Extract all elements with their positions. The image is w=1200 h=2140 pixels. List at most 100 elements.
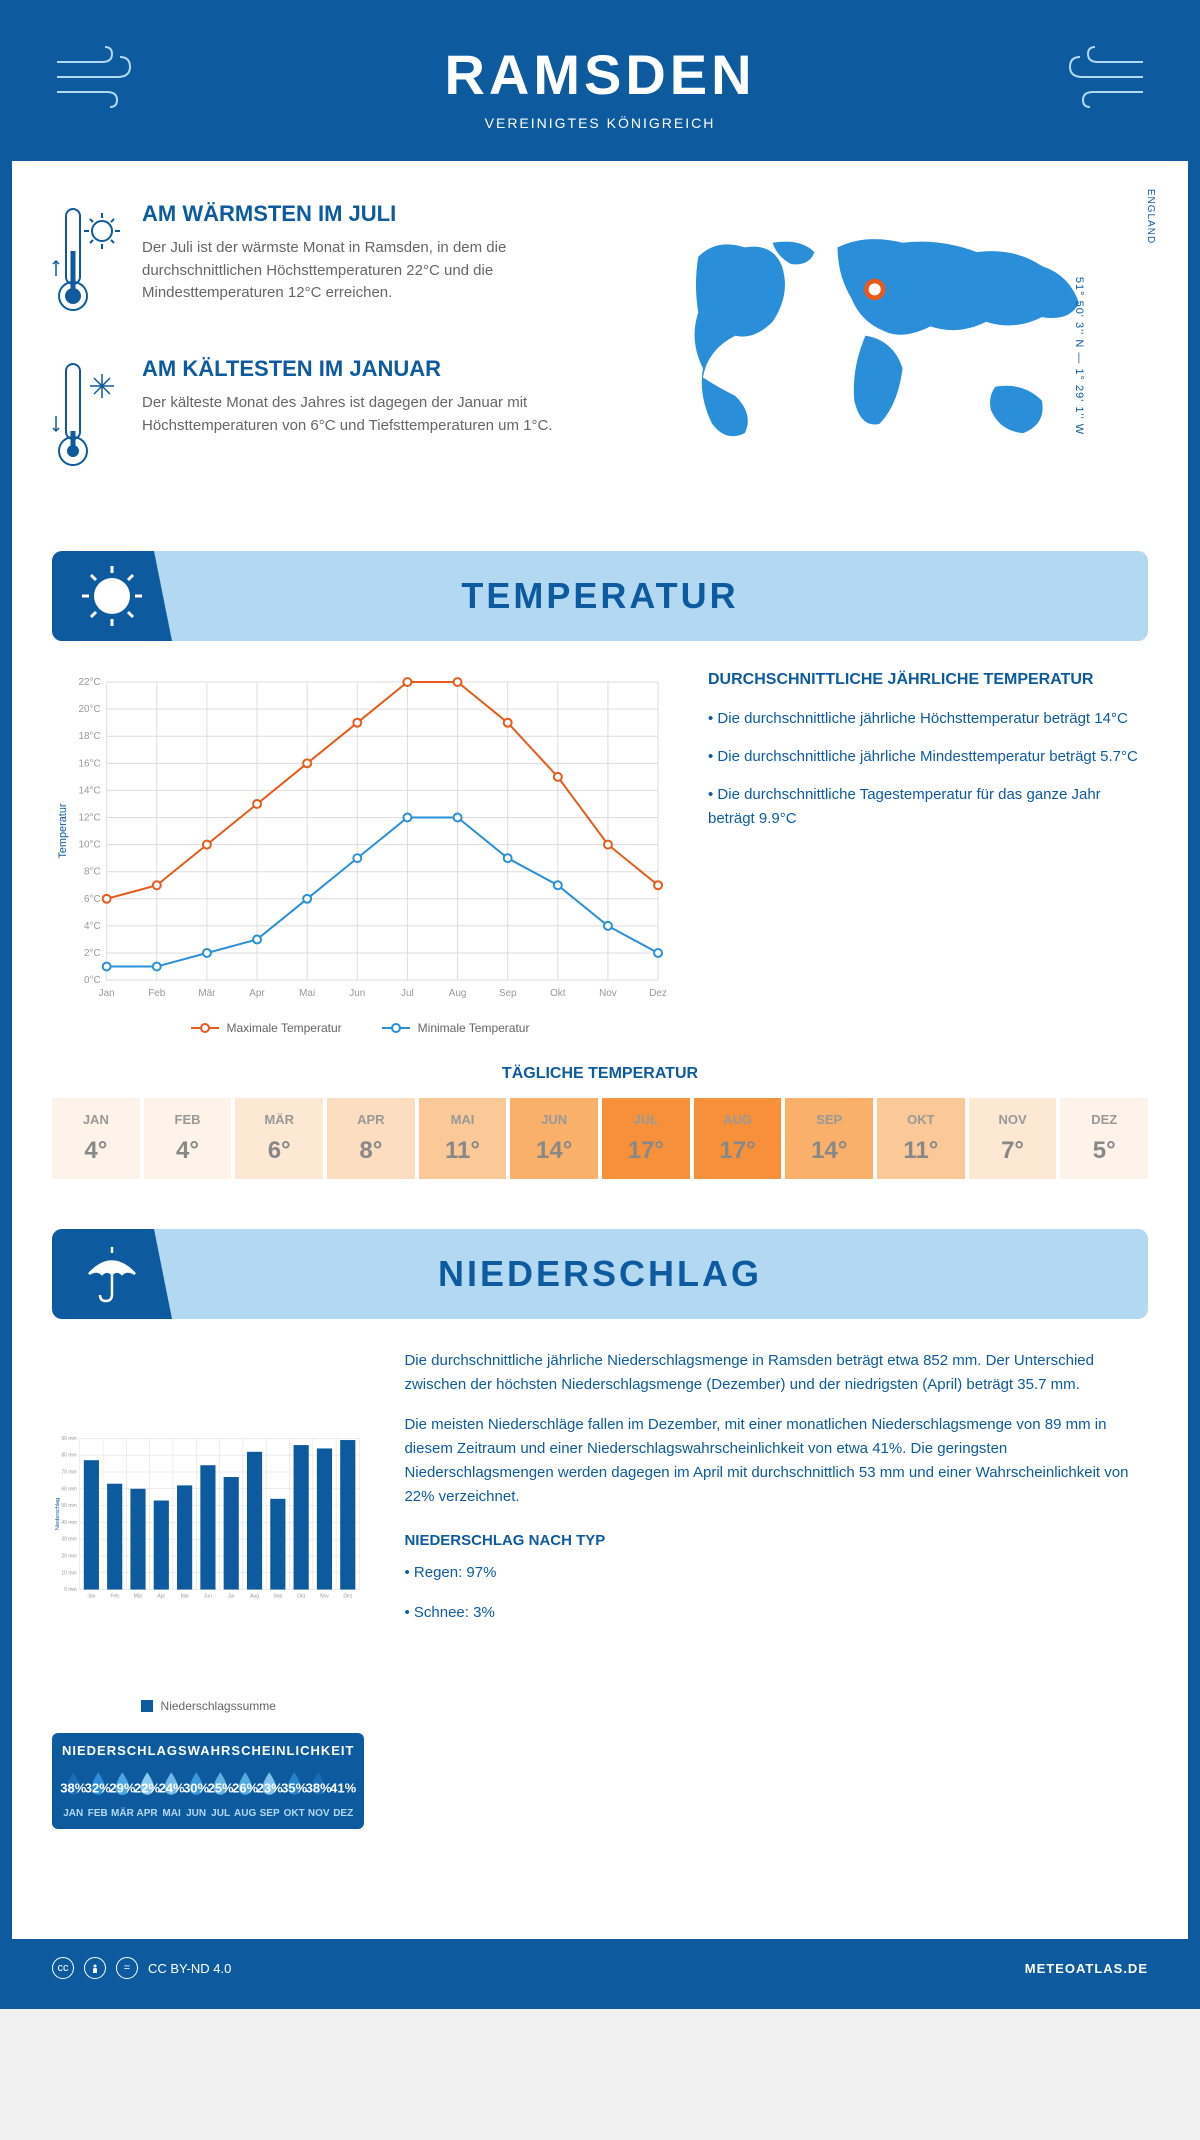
temp-bullet: • Die durchschnittliche Tagestemperatur … <box>708 783 1148 831</box>
warmest-fact: AM WÄRMSTEN IM JULI Der Juli ist der wär… <box>52 201 580 326</box>
page-subtitle: VEREINIGTES KÖNIGREICH <box>32 115 1168 131</box>
precipitation-legend: Niederschlagssumme <box>52 1699 364 1713</box>
svg-text:Okt: Okt <box>550 988 566 999</box>
temp-bullet: • Die durchschnittliche jährliche Mindes… <box>708 745 1148 769</box>
facts-column: AM WÄRMSTEN IM JULI Der Juli ist der wär… <box>52 201 580 511</box>
svg-text:90 mm: 90 mm <box>61 1436 76 1442</box>
precipitation-probability: NIEDERSCHLAGSWAHRSCHEINLICHKEIT 38%JAN32… <box>52 1733 364 1829</box>
svg-text:12°C: 12°C <box>79 812 101 823</box>
temp-cell: APR8° <box>327 1098 415 1179</box>
svg-text:20 mm: 20 mm <box>61 1553 76 1559</box>
umbrella-icon <box>52 1229 172 1319</box>
drop-cell: 41%DEZ <box>332 1770 355 1819</box>
drop-cell: 26%AUG <box>234 1770 257 1819</box>
svg-text:10 mm: 10 mm <box>61 1570 76 1576</box>
svg-text:0°C: 0°C <box>84 975 101 986</box>
svg-text:Jan: Jan <box>99 988 115 999</box>
svg-text:Mai: Mai <box>181 1594 189 1600</box>
drop-cell: 25%JUL <box>209 1770 232 1819</box>
temp-cell: JAN4° <box>52 1098 140 1179</box>
drop-cell: 32%FEB <box>87 1770 110 1819</box>
precipitation-bar-chart: 0 mm10 mm20 mm30 mm40 mm50 mm60 mm70 mm8… <box>52 1349 364 1829</box>
warmest-title: AM WÄRMSTEN IM JULI <box>142 201 580 227</box>
legend-min-label: Minimale Temperatur <box>418 1021 530 1035</box>
warmest-text: Der Juli ist der wärmste Monat in Ramsde… <box>142 237 580 305</box>
svg-text:Mai: Mai <box>299 988 315 999</box>
sun-icon <box>52 551 172 641</box>
svg-text:Jun: Jun <box>349 988 365 999</box>
svg-text:70 mm: 70 mm <box>61 1469 76 1475</box>
content-area: AM WÄRMSTEN IM JULI Der Juli ist der wär… <box>12 161 1188 1899</box>
svg-text:22°C: 22°C <box>79 677 101 688</box>
precip-para-2: Die meisten Niederschläge fallen im Deze… <box>404 1413 1148 1509</box>
cc-icon: cc <box>52 1957 74 1979</box>
footer: cc = CC BY-ND 4.0 METEOATLAS.DE <box>12 1939 1188 1997</box>
coordinates: 51° 50' 3'' N — 1° 29' 1'' W <box>1073 277 1085 435</box>
svg-text:Jan: Jan <box>87 1594 95 1600</box>
drop-cell: 29%MÄR <box>111 1770 134 1819</box>
svg-text:Temperatur: Temperatur <box>57 803 69 859</box>
svg-text:Dez: Dez <box>649 988 667 999</box>
temperature-title: TEMPERATUR <box>172 575 1148 617</box>
temperature-section-header: TEMPERATUR <box>52 551 1148 641</box>
svg-text:Apr: Apr <box>157 1594 165 1600</box>
coldest-title: AM KÄLTESTEN IM JANUAR <box>142 356 580 382</box>
svg-text:30 mm: 30 mm <box>61 1537 76 1543</box>
temp-cell: OKT11° <box>877 1098 965 1179</box>
page-title: RAMSDEN <box>32 42 1168 107</box>
temp-cell: JUL17° <box>602 1098 690 1179</box>
daily-temp-strip: JAN4°FEB4°MÄR6°APR8°MAI11°JUN14°JUL17°AU… <box>52 1098 1148 1179</box>
svg-text:80 mm: 80 mm <box>61 1453 76 1459</box>
svg-text:10°C: 10°C <box>79 840 101 851</box>
drop-cell: 22%APR <box>136 1770 159 1819</box>
svg-text:Aug: Aug <box>449 988 467 999</box>
thermometer-sun-icon <box>52 201 122 326</box>
precip-type-heading: NIEDERSCHLAG NACH TYP <box>404 1529 1148 1553</box>
svg-text:14°C: 14°C <box>79 785 101 796</box>
legend-max-label: Maximale Temperatur <box>227 1021 342 1035</box>
svg-text:Aug: Aug <box>250 1594 259 1600</box>
temperature-info: DURCHSCHNITTLICHE JÄHRLICHE TEMPERATUR •… <box>708 671 1148 1035</box>
license-text: CC BY-ND 4.0 <box>148 1961 231 1976</box>
infographic-page: RAMSDEN VEREINIGTES KÖNIGREICH AM WÄRMST… <box>0 0 1200 2009</box>
precipitation-chart-row: 0 mm10 mm20 mm30 mm40 mm50 mm60 mm70 mm8… <box>52 1349 1148 1829</box>
map-column: ENGLAND 51° 50' 3'' N — 1° 29' 1'' W <box>620 201 1148 511</box>
svg-text:Feb: Feb <box>148 988 166 999</box>
precipitation-section-header: NIEDERSCHLAG <box>52 1229 1148 1319</box>
drop-cell: 38%NOV <box>307 1770 330 1819</box>
license-info: cc = CC BY-ND 4.0 <box>52 1957 231 1979</box>
svg-text:0 mm: 0 mm <box>64 1587 77 1593</box>
drop-cell: 23%SEP <box>258 1770 281 1819</box>
svg-text:Jul: Jul <box>401 988 414 999</box>
svg-text:6°C: 6°C <box>84 894 101 905</box>
intro-row: AM WÄRMSTEN IM JULI Der Juli ist der wär… <box>52 201 1148 511</box>
svg-text:50 mm: 50 mm <box>61 1503 76 1509</box>
coldest-fact: AM KÄLTESTEN IM JANUAR Der kälteste Mona… <box>52 356 580 481</box>
world-map <box>620 201 1148 461</box>
wind-icon-right <box>1058 42 1148 117</box>
svg-text:Mär: Mär <box>198 988 216 999</box>
temperature-chart-row: 0°C2°C4°C6°C8°C10°C12°C14°C16°C18°C20°C2… <box>52 671 1148 1035</box>
temp-cell: FEB4° <box>144 1098 232 1179</box>
header: RAMSDEN VEREINIGTES KÖNIGREICH <box>12 12 1188 161</box>
drop-cell: 30%JUN <box>185 1770 208 1819</box>
drop-cell: 35%OKT <box>283 1770 306 1819</box>
precipitation-text: Die durchschnittliche jährliche Niedersc… <box>404 1349 1148 1829</box>
precipitation-title: NIEDERSCHLAG <box>172 1253 1148 1295</box>
daily-temp-title: TÄGLICHE TEMPERATUR <box>52 1065 1148 1083</box>
wind-icon-left <box>52 42 142 117</box>
by-icon <box>84 1957 106 1979</box>
precip-prob-title: NIEDERSCHLAGSWAHRSCHEINLICHKEIT <box>62 1743 354 1758</box>
svg-text:40 mm: 40 mm <box>61 1520 76 1526</box>
svg-text:16°C: 16°C <box>79 758 101 769</box>
svg-text:2°C: 2°C <box>84 948 101 959</box>
svg-text:Nov: Nov <box>320 1594 329 1600</box>
precip-type: • Regen: 97% <box>404 1561 1148 1585</box>
svg-text:Feb: Feb <box>110 1594 119 1600</box>
svg-text:Mär: Mär <box>134 1594 143 1600</box>
temp-cell: SEP14° <box>785 1098 873 1179</box>
temp-info-heading: DURCHSCHNITTLICHE JÄHRLICHE TEMPERATUR <box>708 671 1148 689</box>
svg-text:Apr: Apr <box>249 988 265 999</box>
temp-bullet: • Die durchschnittliche jährliche Höchst… <box>708 707 1148 731</box>
region-label: ENGLAND <box>1145 189 1156 244</box>
